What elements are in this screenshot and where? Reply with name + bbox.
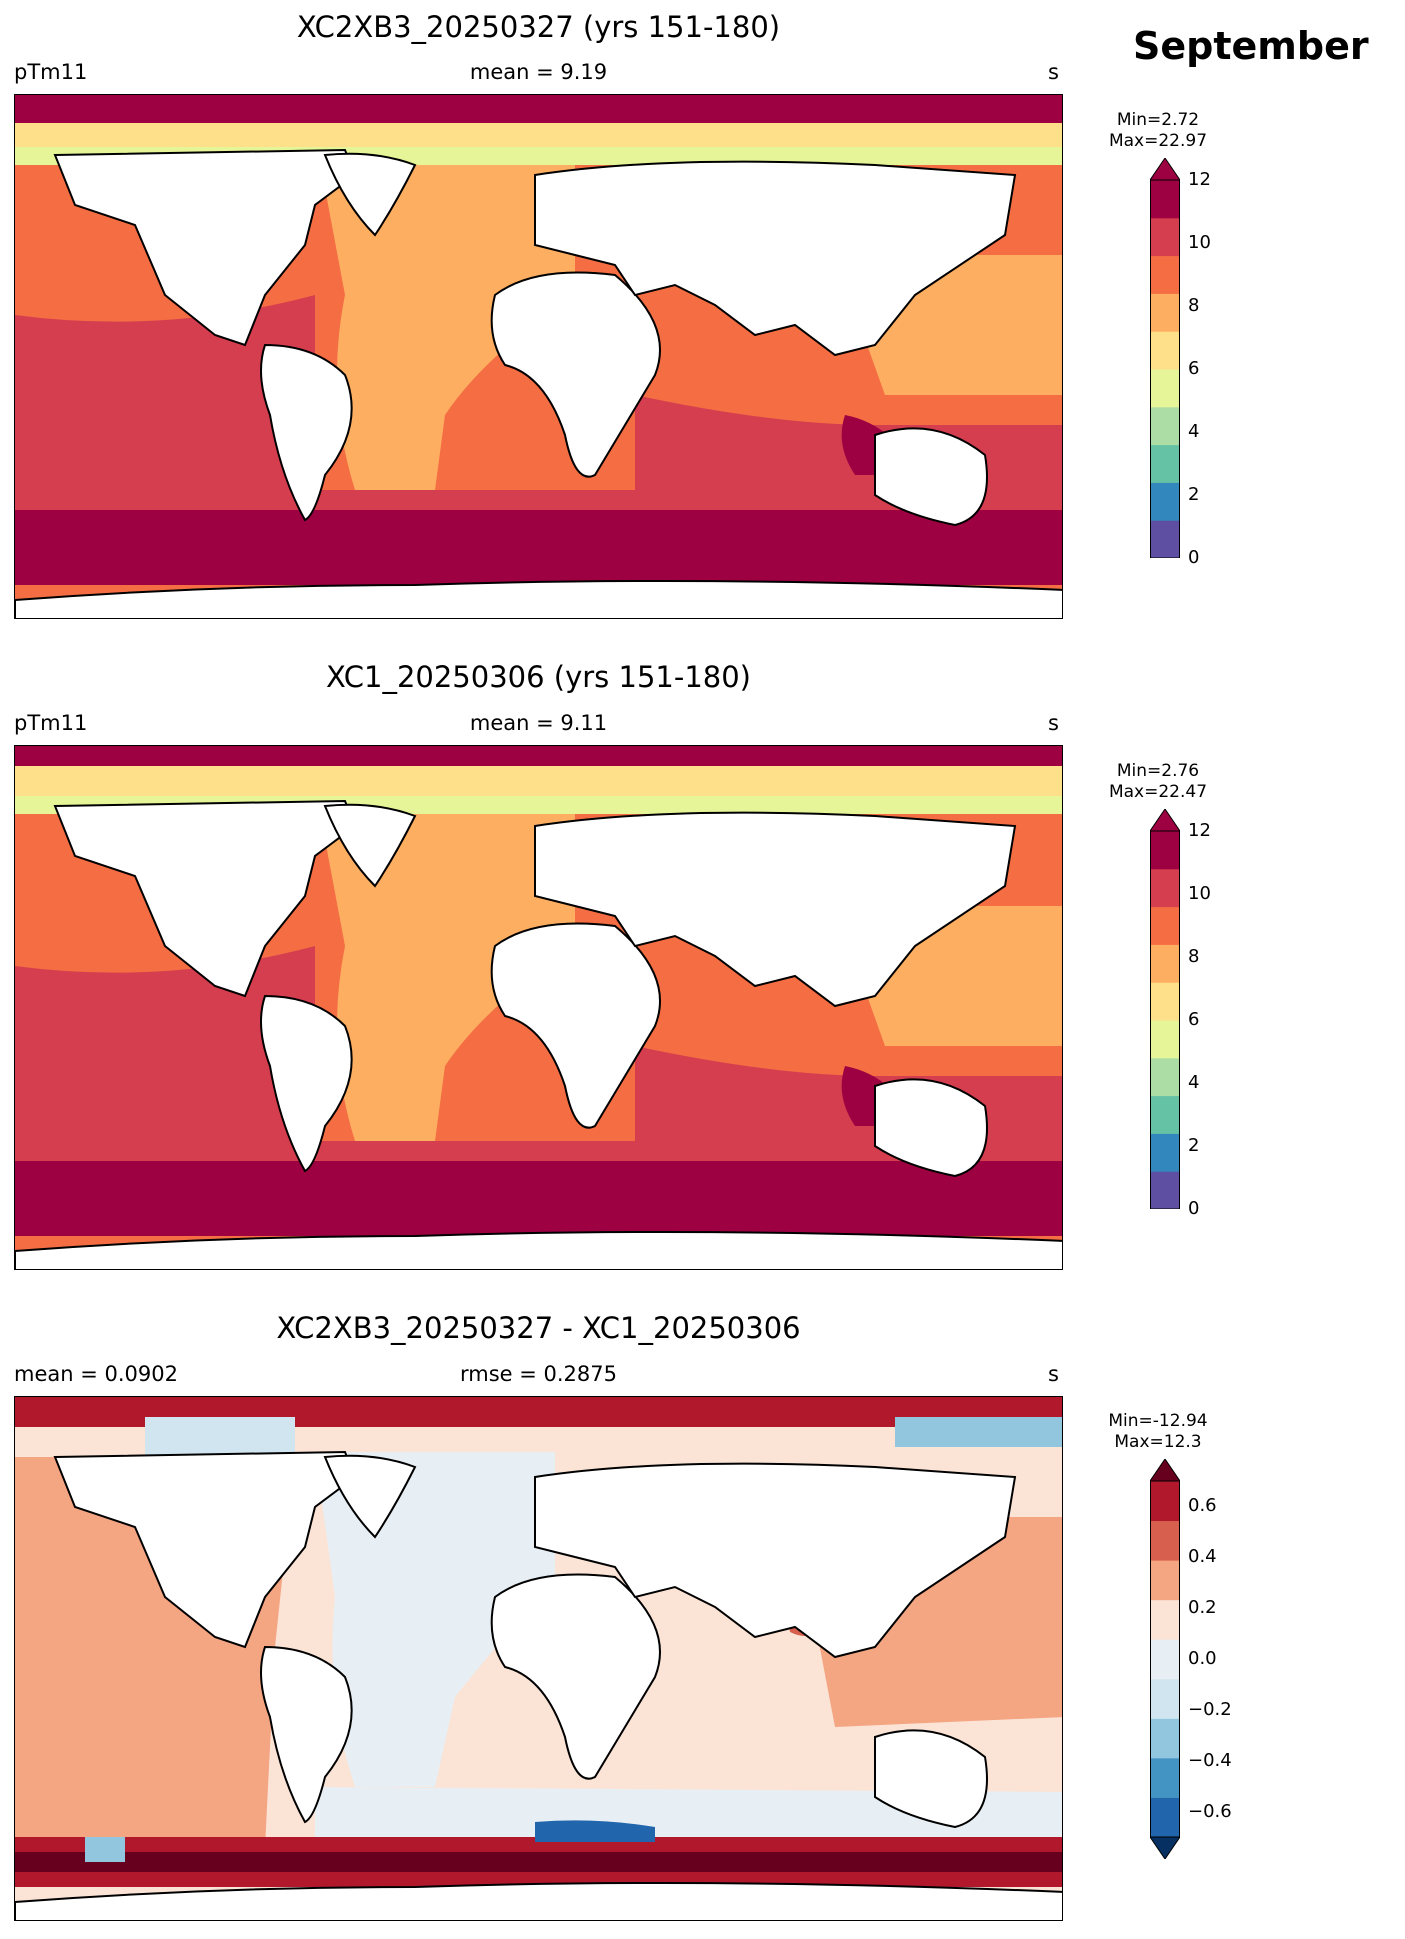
panel2-map-svg [15,746,1062,1269]
panel3-mean-label: mean = 0.0902 [14,1362,178,1386]
antarctica [15,580,1062,618]
panel1-max-text: Max=22.97 [1108,131,1208,151]
arctic-band [15,95,1062,125]
panel2-max-text: Max=22.47 [1108,782,1208,802]
continents [15,799,1062,1269]
panel1-map [14,94,1063,619]
panel1-colorbar-svg [1149,157,1181,559]
colorbar-segment [1150,331,1180,370]
africa [490,271,661,478]
colorbar-tick-label: 10 [1188,883,1211,904]
colorbar-tick-label: −0.6 [1188,1800,1232,1822]
colorbar-segment [1150,369,1180,408]
colorbar-segment [1150,217,1180,257]
colorbar-tick-label: 0.6 [1188,1495,1217,1517]
colorbar-tick-label: 2 [1188,1135,1200,1156]
colorbar-segment [1150,1481,1180,1522]
panel3-colorbar-svg [1149,1458,1181,1860]
colorbar-tick-label: 0 [1188,547,1200,568]
panel1-map-svg [15,95,1062,618]
colorbar-extend-max [1149,1458,1181,1482]
panel1-unit-label: s [1048,60,1059,84]
colorbar-segment [1150,1639,1180,1680]
panel1-mean-label: mean = 9.19 [469,60,608,84]
colorbar-segment [1150,831,1180,870]
panel2-title: XC1_20250306 (yrs 151-180) [326,660,751,694]
colorbar-segment [1150,1718,1180,1759]
colorbar-tick-label: 10 [1188,232,1211,253]
panel1-min-text: Min=2.72 [1116,110,1200,130]
month-label: September [1133,24,1369,68]
panel2-minmax: Min=2.76 Max=22.47 [1098,761,1218,803]
colorbar-segment [1150,180,1180,219]
colorbar-extend-max [1149,157,1181,181]
panel3-max-text: Max=12.3 [1114,1432,1202,1452]
colorbar-tick-label: 0 [1188,1198,1200,1219]
colorbar-segment [1150,406,1180,446]
panel1-minmax: Min=2.72 Max=22.97 [1098,110,1218,152]
colorbar-segment [1150,520,1180,559]
panel3-map [14,1396,1063,1921]
panel3-min-text: Min=-12.94 [1108,1411,1208,1431]
panel2-mean-label: mean = 9.11 [469,711,608,735]
greenland [323,152,417,237]
colorbar-segment [1150,868,1180,908]
colorbar-tick-label: 4 [1188,421,1200,442]
panel3-title: XC2XB3_20250327 - XC1_20250306 [276,1311,801,1345]
panel1-variable-label: pTm11 [14,60,88,84]
colorbar-tick-label: 12 [1188,820,1211,841]
colorbar-segment [1150,255,1180,294]
panel1-title: XC2XB3_20250327 (yrs 151-180) [296,10,781,44]
colorbar-segment [1150,482,1180,521]
colorbar-segment [1150,1520,1180,1561]
colorbar-segment [1150,1095,1180,1134]
colorbar-segment [1150,982,1180,1021]
colorbar-tick-label: 6 [1188,1009,1200,1030]
colorbar-tick-label: 6 [1188,358,1200,379]
colorbar-extend-min [1149,1836,1181,1860]
colorbar-tick-label: −0.2 [1188,1698,1232,1720]
colorbar-tick-label: 12 [1188,169,1211,190]
panel2-unit-label: s [1048,711,1059,735]
panel3-colorbar [1149,1458,1181,1860]
panel2-variable-label: pTm11 [14,711,88,735]
colorbar-tick-label: 8 [1188,295,1200,316]
colorbar-segment [1150,1757,1180,1798]
colorbar-segment [1150,1797,1180,1838]
continents [15,148,1062,618]
colorbar-tick-label: 4 [1188,1072,1200,1093]
colorbar-segment [1150,444,1180,483]
colorbar-segment [1150,944,1180,983]
colorbar-tick-label: 0.2 [1188,1597,1217,1619]
southern-ocean-band [15,505,1062,585]
panel3-unit-label: s [1048,1362,1059,1386]
colorbar-segment [1150,906,1180,945]
panel2-colorbar [1149,808,1181,1210]
colorbar-segment [1150,1171,1180,1210]
colorbar-tick-label: 0.4 [1188,1546,1217,1568]
colorbar-tick-label: 2 [1188,484,1200,505]
panel1-colorbar [1149,157,1181,559]
australia [874,427,988,527]
colorbar-segment [1150,1599,1180,1640]
colorbar-tick-label: 0.0 [1188,1648,1217,1669]
panel2-min-text: Min=2.76 [1116,761,1200,781]
continents [15,1450,1062,1920]
south-america [260,343,353,522]
colorbar-segment [1150,1020,1180,1059]
colorbar-segment [1150,1678,1180,1719]
colorbar-extend-max [1149,808,1181,832]
colorbar-segment [1150,293,1180,332]
colorbar-segment [1150,1133,1180,1172]
panel2-colorbar-svg [1149,808,1181,1210]
colorbar-segment [1150,1560,1180,1601]
panel3-map-svg [15,1397,1062,1920]
eurasia [534,160,1017,357]
colorbar-tick-label: 8 [1188,946,1200,967]
colorbar-segment [1150,1057,1180,1097]
colorbar-tick-label: −0.4 [1188,1749,1232,1771]
panel3-minmax: Min=-12.94 Max=12.3 [1098,1411,1218,1453]
panel2-map [14,745,1063,1270]
panel3-rmse-label: rmse = 0.2875 [459,1362,617,1386]
